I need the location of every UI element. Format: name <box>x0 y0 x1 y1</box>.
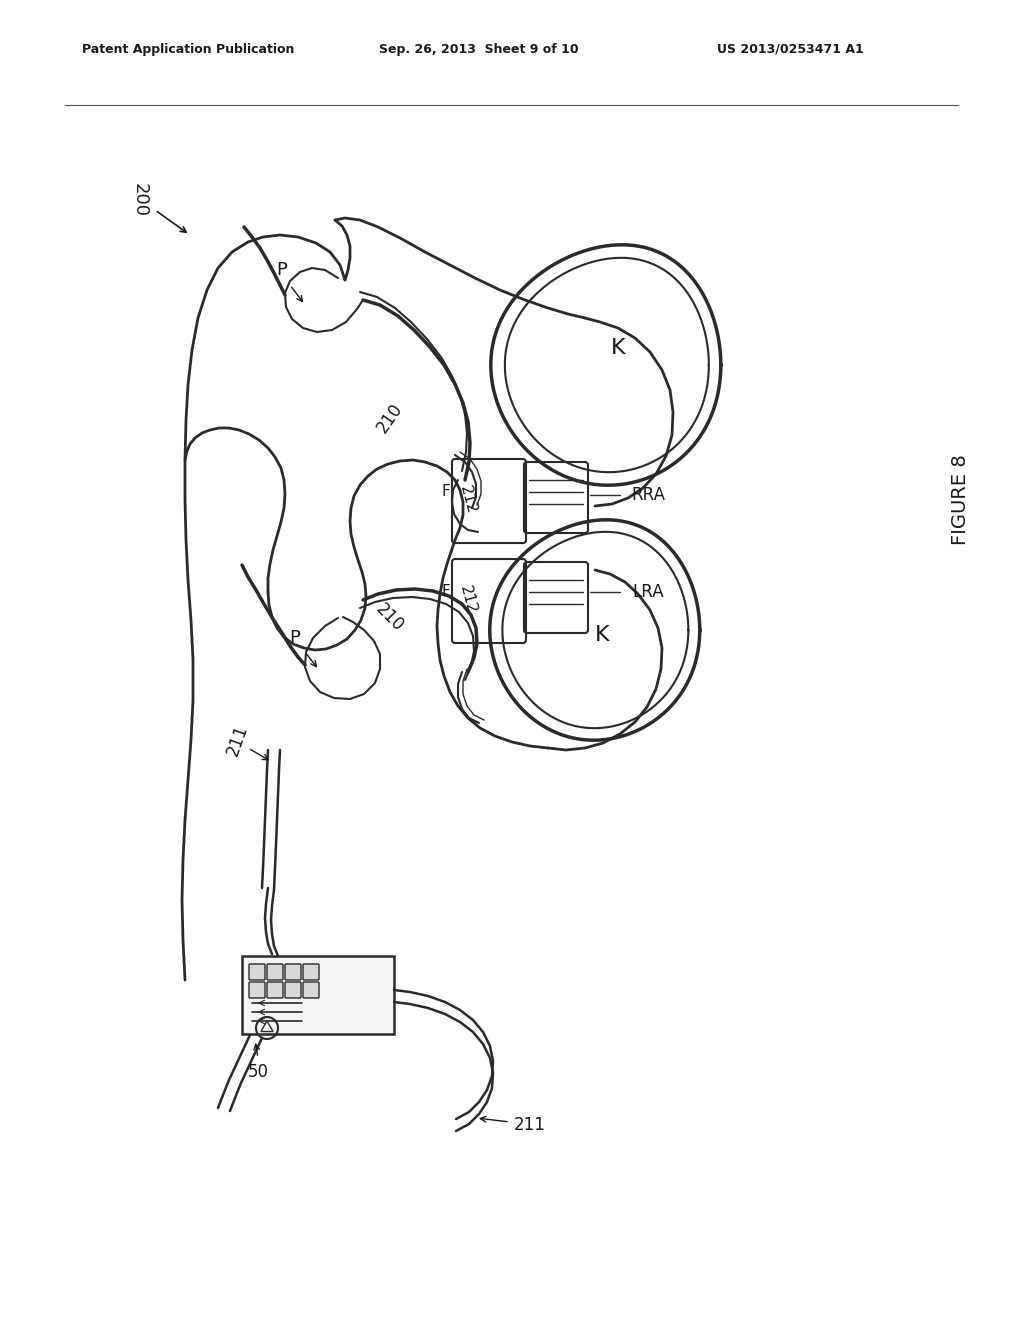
FancyBboxPatch shape <box>249 964 265 979</box>
FancyBboxPatch shape <box>267 982 283 998</box>
Text: US 2013/0253471 A1: US 2013/0253471 A1 <box>717 42 863 55</box>
Text: LRA: LRA <box>632 583 664 601</box>
Text: 50: 50 <box>248 1063 268 1081</box>
FancyBboxPatch shape <box>267 964 283 979</box>
Text: K: K <box>610 338 626 358</box>
FancyBboxPatch shape <box>285 964 301 979</box>
Text: FIGURE 8: FIGURE 8 <box>950 454 970 545</box>
Text: 212: 212 <box>457 484 479 516</box>
Text: F: F <box>441 585 451 599</box>
Text: F: F <box>441 484 451 499</box>
Text: 212: 212 <box>457 585 479 616</box>
Text: Patent Application Publication: Patent Application Publication <box>82 42 294 55</box>
FancyBboxPatch shape <box>303 982 319 998</box>
FancyBboxPatch shape <box>303 964 319 979</box>
Text: RRA: RRA <box>631 486 665 504</box>
Text: 210: 210 <box>374 400 407 436</box>
Text: 211: 211 <box>514 1115 546 1134</box>
FancyBboxPatch shape <box>249 982 265 998</box>
FancyBboxPatch shape <box>242 956 394 1034</box>
Text: Sep. 26, 2013  Sheet 9 of 10: Sep. 26, 2013 Sheet 9 of 10 <box>379 42 579 55</box>
FancyBboxPatch shape <box>285 982 301 998</box>
Text: K: K <box>595 624 609 645</box>
Text: P: P <box>290 630 300 647</box>
Text: 211: 211 <box>224 722 252 758</box>
Text: 210: 210 <box>373 601 408 636</box>
Text: P: P <box>276 261 288 279</box>
Text: 200: 200 <box>131 183 150 216</box>
